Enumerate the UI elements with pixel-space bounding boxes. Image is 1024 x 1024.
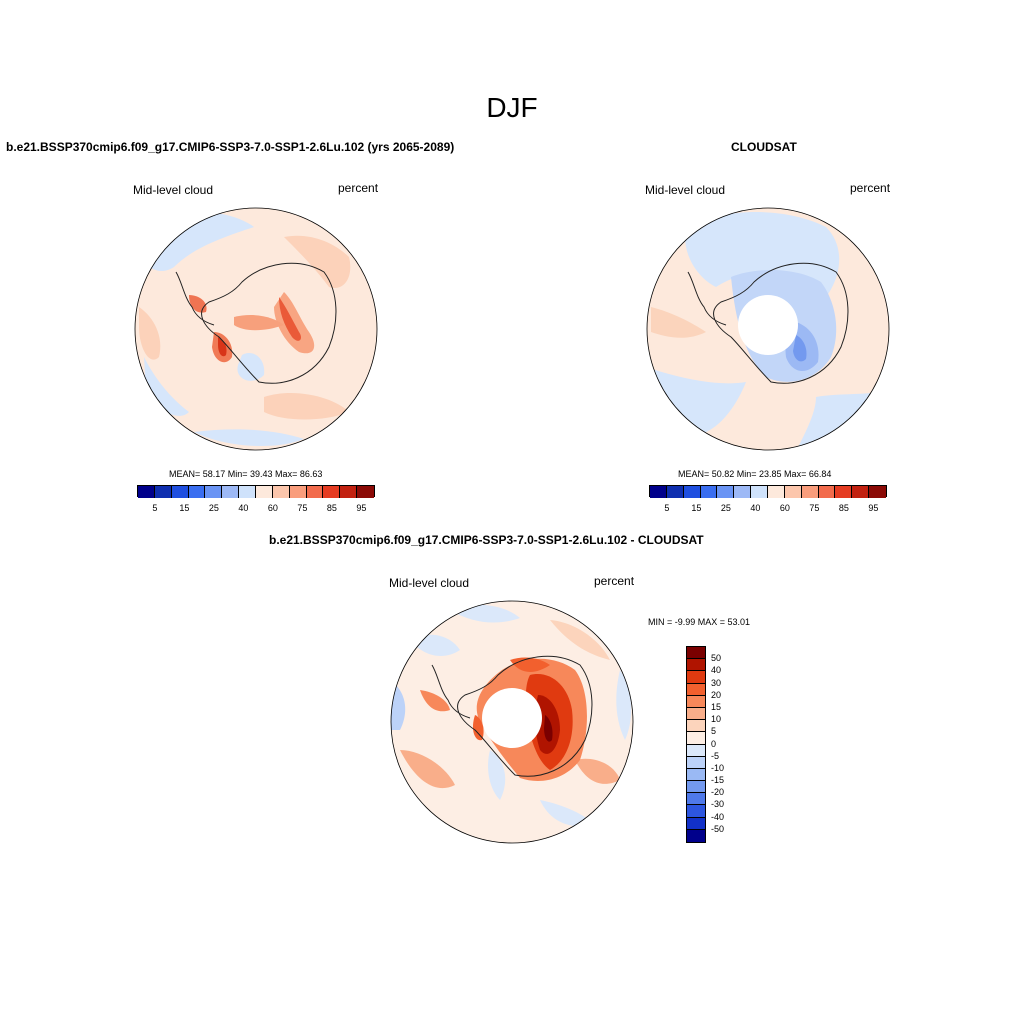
diff-colorbar bbox=[686, 646, 706, 843]
diff-colorbar-tick-label: -30 bbox=[711, 799, 725, 810]
obs-colorbar-cell bbox=[852, 486, 870, 498]
obs-colorbar-cell bbox=[717, 486, 735, 498]
obs-polar-map bbox=[646, 207, 890, 451]
obs-colorbar-tick-label: 85 bbox=[838, 503, 849, 513]
diff-colorbar-tick-label: -5 bbox=[711, 750, 720, 761]
diff-polar-map bbox=[390, 600, 634, 844]
diff-colorbar-cell bbox=[687, 768, 705, 782]
page-title: DJF bbox=[486, 92, 538, 123]
diff-variable-label: Mid-level cloud bbox=[389, 576, 470, 590]
diff-colorbar-tick-label: 20 bbox=[711, 689, 722, 700]
diff-colorbar-cell bbox=[687, 695, 705, 708]
diff-colorbar-tick-label: 15 bbox=[711, 701, 722, 712]
model-colorbar bbox=[137, 485, 375, 498]
model-units-label: percent bbox=[338, 181, 379, 195]
obs-colorbar-tick-label: 25 bbox=[720, 503, 731, 513]
model-colorbar-cell bbox=[222, 486, 240, 498]
diff-colorbar-cell bbox=[687, 817, 705, 830]
model-colorbar-cell bbox=[272, 486, 290, 498]
model-colorbar-cell bbox=[154, 486, 172, 498]
model-colorbar-tick-label: 95 bbox=[356, 503, 367, 513]
model-colorbar-tick-label: 25 bbox=[208, 503, 219, 513]
diff-colorbar-tick-label: -10 bbox=[711, 762, 725, 773]
model-colorbar-cell bbox=[340, 486, 358, 498]
model-colorbar-cell bbox=[138, 486, 155, 498]
model-colorbar-tick-label: 85 bbox=[326, 503, 337, 513]
model-polar-map bbox=[134, 207, 378, 451]
obs-colorbar-tick-label: 15 bbox=[691, 503, 702, 513]
obs-panel-title: CLOUDSAT bbox=[731, 140, 797, 154]
model-variable-label: Mid-level cloud bbox=[133, 183, 214, 197]
diff-colorbar-tick-label: 50 bbox=[711, 653, 722, 664]
model-colorbar-cell bbox=[188, 486, 206, 498]
obs-colorbar-cell bbox=[768, 486, 785, 498]
obs-colorbar-tick-label: 5 bbox=[664, 503, 670, 513]
obs-variable-label: Mid-level cloud bbox=[645, 183, 726, 197]
diff-colorbar-cell bbox=[687, 732, 705, 745]
model-colorbar-cell bbox=[289, 486, 307, 498]
diff-panel-title: b.e21.BSSP370cmip6.f09_g17.CMIP6-SSP3-7.… bbox=[269, 533, 704, 547]
diff-colorbar-tick-label: 5 bbox=[711, 726, 717, 737]
model-colorbar-tick-label: 60 bbox=[267, 503, 278, 513]
obs-colorbar-cell bbox=[869, 486, 886, 498]
obs-colorbar-cell bbox=[751, 486, 768, 498]
obs-colorbar-cell bbox=[818, 486, 836, 498]
obs-colorbar-cell bbox=[700, 486, 718, 498]
obs-colorbar-cell bbox=[835, 486, 853, 498]
model-panel-title: b.e21.BSSP370cmip6.f09_g17.CMIP6-SSP3-7.… bbox=[6, 140, 455, 154]
diff-colorbar-cell bbox=[687, 659, 705, 672]
diff-colorbar-tick-label: 30 bbox=[711, 677, 722, 688]
diff-colorbar-cell bbox=[687, 671, 705, 684]
model-colorbar-tick-label: 5 bbox=[152, 503, 158, 513]
diff-colorbar-cell bbox=[687, 683, 705, 696]
diff-colorbar-tick-label: -50 bbox=[711, 823, 725, 834]
obs-units-label: percent bbox=[850, 181, 891, 195]
diff-colorbar-tick-label: 0 bbox=[711, 738, 717, 749]
diff-colorbar-cell bbox=[687, 720, 705, 733]
obs-colorbar-cell bbox=[650, 486, 667, 498]
diff-colorbar-tick-label: -20 bbox=[711, 787, 725, 798]
diff-colorbar-tick-label: -15 bbox=[711, 775, 725, 786]
diff-colorbar-tick-label: 10 bbox=[711, 714, 722, 725]
diff-stats: MIN = -9.99 MAX = 53.01 bbox=[648, 617, 751, 627]
diff-colorbar-cell bbox=[687, 744, 705, 757]
diff-colorbar-cell bbox=[687, 707, 705, 721]
model-stats: MEAN= 58.17 Min= 39.43 Max= 86.63 bbox=[169, 469, 323, 479]
obs-stats: MEAN= 50.82 Min= 23.85 Max= 66.84 bbox=[678, 469, 832, 479]
obs-colorbar-cell bbox=[801, 486, 819, 498]
model-colorbar-cell bbox=[323, 486, 341, 498]
diff-colorbar-cell bbox=[687, 829, 705, 842]
obs-colorbar-cell bbox=[734, 486, 752, 498]
diff-colorbar-cell bbox=[687, 805, 705, 818]
obs-colorbar-cell bbox=[784, 486, 802, 498]
model-colorbar-tick-label: 15 bbox=[179, 503, 190, 513]
model-colorbar-tick-label: 75 bbox=[297, 503, 308, 513]
obs-colorbar-cell bbox=[666, 486, 684, 498]
obs-colorbar-tick-label: 75 bbox=[809, 503, 820, 513]
obs-colorbar bbox=[649, 485, 887, 498]
model-colorbar-cell bbox=[256, 486, 273, 498]
diff-colorbar-cell bbox=[687, 647, 705, 660]
diff-colorbar-tick-label: -40 bbox=[711, 811, 725, 822]
diff-colorbar-cell bbox=[687, 793, 705, 806]
obs-colorbar-tick-label: 95 bbox=[868, 503, 879, 513]
model-colorbar-tick-label: 40 bbox=[238, 503, 249, 513]
model-colorbar-cell bbox=[205, 486, 223, 498]
obs-colorbar-tick-label: 40 bbox=[750, 503, 761, 513]
obs-colorbar-cell bbox=[683, 486, 701, 498]
diff-colorbar-tick-label: 40 bbox=[711, 665, 722, 676]
model-colorbar-cell bbox=[357, 486, 374, 498]
model-colorbar-cell bbox=[306, 486, 324, 498]
diff-units-label: percent bbox=[594, 574, 635, 588]
diff-colorbar-cell bbox=[687, 781, 705, 794]
model-colorbar-cell bbox=[171, 486, 189, 498]
diff-colorbar-cell bbox=[687, 756, 705, 769]
model-colorbar-cell bbox=[239, 486, 256, 498]
obs-colorbar-tick-label: 60 bbox=[779, 503, 790, 513]
